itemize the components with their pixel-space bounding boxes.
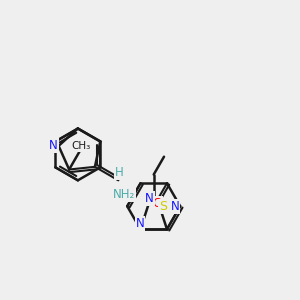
Text: CH₃: CH₃: [71, 141, 91, 152]
Text: N: N: [49, 139, 58, 152]
Text: N: N: [170, 200, 179, 213]
Text: N: N: [136, 218, 144, 230]
Text: O: O: [152, 197, 162, 210]
Text: N: N: [145, 192, 154, 205]
Text: NH₂: NH₂: [113, 188, 135, 201]
Text: H: H: [115, 166, 123, 178]
Text: S: S: [159, 200, 167, 213]
